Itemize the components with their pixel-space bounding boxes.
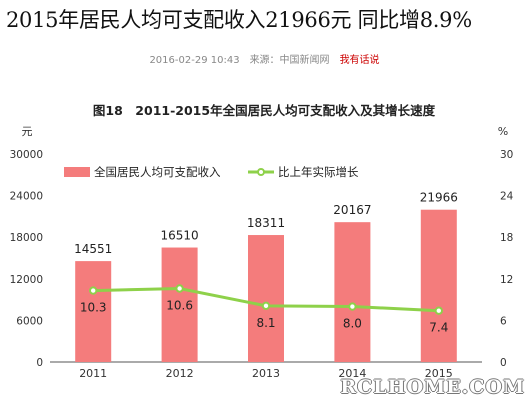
watermark: RCLHOME.COM — [340, 376, 525, 398]
y-right-tick: 24 — [500, 191, 514, 203]
line-value-label: 7.4 — [429, 321, 448, 335]
x-tick-label: 2011 — [79, 367, 107, 380]
y-left-tick: 0 — [36, 357, 43, 369]
bar-value-label: 18311 — [247, 216, 285, 230]
y-right-tick: 0 — [500, 357, 507, 369]
y-right-tick: 6 — [500, 315, 507, 327]
legend: 全国居民人均可支配收入 比上年实际增长 — [64, 165, 359, 179]
line-series: 10.3 10.6 8.1 8.0 7.4 — [80, 284, 448, 335]
bar-series: 14551 16510 18311 20167 21966 — [74, 191, 458, 362]
line-value-label: 8.1 — [256, 316, 275, 330]
y-right-tick: 12 — [500, 274, 513, 286]
timestamp: 2016-02-29 10:43 — [149, 55, 240, 66]
headline: 2015年居民人均可支配收入21966元 同比增8.9% — [6, 8, 472, 32]
chart-title: 图18 2011-2015年全国居民人均可支配收入及其增长速度 — [93, 103, 436, 118]
bar — [75, 261, 112, 362]
x-tick-label: 2015 — [425, 367, 453, 380]
axes: 元 % 0 6000 12000 18000 24000 30000 0 6 12 18 24 30 201… — [10, 125, 514, 380]
legend-swatch-bar — [64, 167, 90, 177]
line-point — [434, 306, 443, 315]
comment-link[interactable]: 我有话说 — [339, 55, 380, 66]
bar-value-label: 16510 — [161, 229, 199, 243]
line-point — [348, 302, 357, 311]
line-point — [261, 301, 271, 311]
y-left-tick: 24000 — [10, 191, 43, 203]
x-tick-label: 2014 — [338, 367, 366, 380]
x-tick-label: 2012 — [166, 367, 194, 380]
legend-marker-line — [257, 168, 265, 176]
source-label: 来源：中国新闻网 — [249, 55, 330, 66]
y-right-unit: % — [498, 125, 508, 138]
line-value-label: 10.3 — [80, 301, 107, 315]
y-left-tick: 12000 — [10, 274, 43, 286]
bar-value-label: 14551 — [74, 242, 112, 256]
y-right-tick: 30 — [500, 149, 513, 161]
bar — [161, 247, 198, 362]
bar — [248, 235, 284, 362]
line-value-label: 10.6 — [166, 299, 193, 313]
y-left-tick: 6000 — [16, 315, 43, 327]
legend-label-line: 比上年实际增长 — [278, 165, 359, 179]
bar — [420, 209, 457, 362]
x-tick-label: 2013 — [252, 367, 280, 380]
bar — [334, 222, 371, 362]
line-value-label: 8.0 — [343, 317, 362, 331]
bar-value-label: 21966 — [420, 191, 458, 205]
article-meta: 2016-02-29 10:43 来源：中国新闻网 我有话说 — [0, 51, 529, 66]
line-point — [89, 286, 98, 295]
y-left-tick: 18000 — [10, 232, 43, 244]
line-point — [175, 284, 184, 293]
bar-value-label: 20167 — [333, 203, 371, 217]
legend-label-bar: 全国居民人均可支配收入 — [94, 165, 221, 179]
y-right-tick: 18 — [500, 232, 513, 244]
y-left-unit: 元 — [22, 125, 33, 138]
y-left-tick: 30000 — [10, 149, 43, 161]
